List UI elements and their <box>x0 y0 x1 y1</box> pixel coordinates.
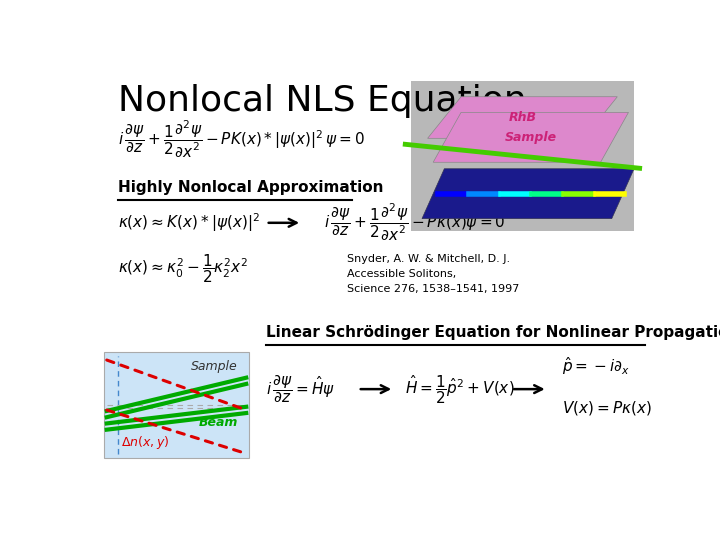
Text: $i\,\dfrac{\partial\psi}{\partial z} = \hat{H}\psi$: $i\,\dfrac{\partial\psi}{\partial z} = \… <box>266 373 335 405</box>
Bar <box>411 82 634 231</box>
Text: RhB: RhB <box>508 111 536 124</box>
Bar <box>104 352 249 458</box>
Text: $i\,\dfrac{\partial\psi}{\partial z} + \dfrac{1}{2}\dfrac{\partial^2\psi}{\parti: $i\,\dfrac{\partial\psi}{\partial z} + \… <box>118 119 365 160</box>
Text: $\hat{p} = -i\partial_x$: $\hat{p} = -i\partial_x$ <box>562 355 629 377</box>
Text: Snyder, A. W. & Mitchell, D. J.
Accessible Solitons,
Science 276, 1538–1541, 199: Snyder, A. W. & Mitchell, D. J. Accessib… <box>347 254 519 294</box>
Text: $\hat{H} = \dfrac{1}{2}\hat{p}^2 + V(x)$: $\hat{H} = \dfrac{1}{2}\hat{p}^2 + V(x)$ <box>405 373 515 406</box>
Text: Highly Nonlocal Approximation: Highly Nonlocal Approximation <box>118 180 383 195</box>
Text: $\kappa(x) \approx K(x)*|\psi(x)|^2$: $\kappa(x) \approx K(x)*|\psi(x)|^2$ <box>118 212 260 234</box>
Polygon shape <box>428 97 617 138</box>
Text: Sample: Sample <box>191 360 238 373</box>
Text: $V(x) = P\kappa(x)$: $V(x) = P\kappa(x)$ <box>562 399 652 417</box>
Text: Nonlocal NLS Equation: Nonlocal NLS Equation <box>118 84 526 118</box>
Text: $\Delta n(x,y)$: $\Delta n(x,y)$ <box>121 435 169 451</box>
Polygon shape <box>433 112 629 162</box>
Text: $i\,\dfrac{\partial\psi}{\partial z} + \dfrac{1}{2}\dfrac{\partial^2\psi}{\parti: $i\,\dfrac{\partial\psi}{\partial z} + \… <box>324 202 505 244</box>
Text: Beam: Beam <box>199 416 238 429</box>
Text: Linear Schrödinger Equation for Nonlinear Propagation: Linear Schrödinger Equation for Nonlinea… <box>266 326 720 341</box>
Text: $\kappa(x) \approx \kappa_0^2 - \dfrac{1}{2}\kappa_2^2 x^2$: $\kappa(x) \approx \kappa_0^2 - \dfrac{1… <box>118 252 248 285</box>
Text: Sample: Sample <box>505 131 557 144</box>
Polygon shape <box>422 168 634 219</box>
